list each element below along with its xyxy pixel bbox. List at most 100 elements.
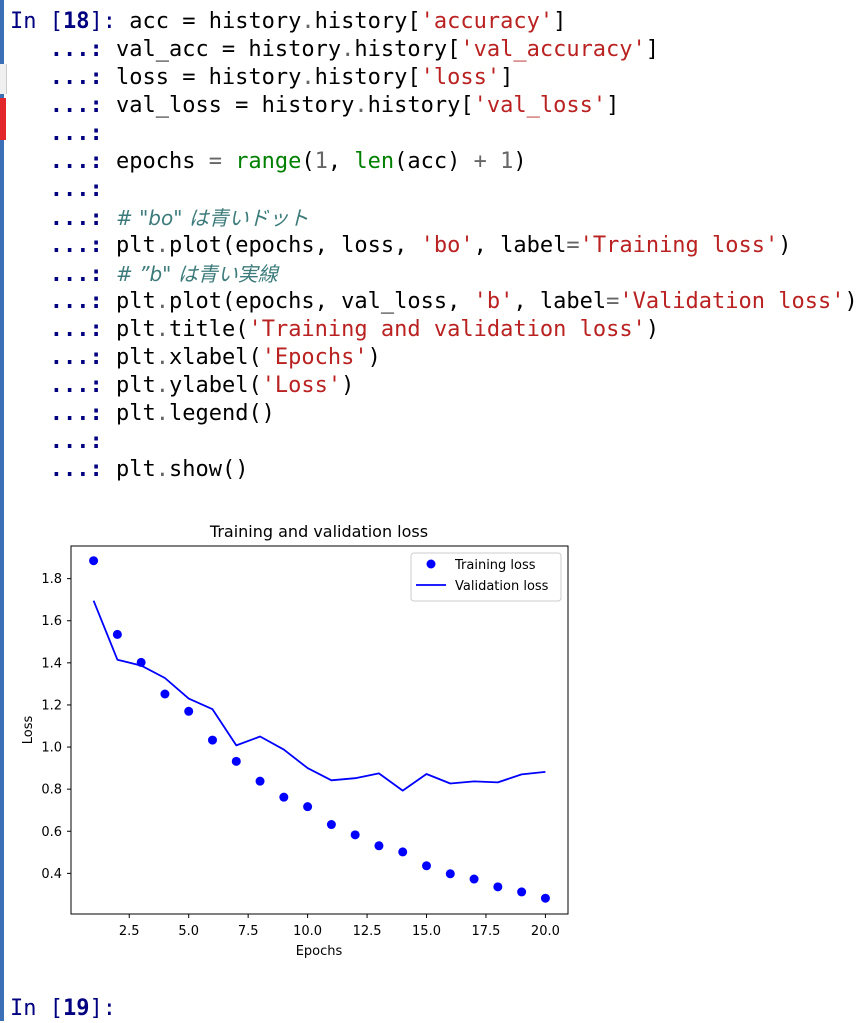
continuation-prompt: ...: xyxy=(10,177,103,202)
scroll-marker xyxy=(0,64,7,94)
y-tick-label: 1.0 xyxy=(41,741,62,756)
code-token: ) xyxy=(341,373,355,398)
code-token: ) xyxy=(844,289,858,314)
x-tick-label: 7.5 xyxy=(238,924,259,939)
code-line: ...: xyxy=(10,120,858,148)
code-line: ...: val_acc = history.history['val_accu… xyxy=(10,36,858,64)
validation-loss-line xyxy=(92,600,546,792)
code-token: , label xyxy=(473,233,567,258)
code-token: ) xyxy=(645,317,660,342)
code-line: ...: plt.show() xyxy=(10,456,858,484)
code-line: ...: plt.plot(epochs, loss, 'bo', label=… xyxy=(10,232,858,260)
code-token: # "bo" は青いドット xyxy=(115,206,309,230)
continuation-prompt: ...: xyxy=(10,345,103,370)
code-token: 1 xyxy=(500,149,514,174)
code-token: history[ xyxy=(314,65,421,90)
continuation-prompt: ...: xyxy=(10,262,103,287)
code-token: 'Training and validation loss' xyxy=(248,317,646,342)
y-axis: 0.4 0.6 0.8 1.0 1.2 1.4 1.6 1.8 xyxy=(41,572,71,882)
x-tick-label: 15.0 xyxy=(412,924,441,939)
training-loss-point xyxy=(517,887,527,897)
training-loss-point xyxy=(303,802,313,812)
training-loss-point xyxy=(136,657,146,667)
code-token: . xyxy=(155,345,169,370)
code-line: ...: loss = history.history['loss'] xyxy=(10,64,858,92)
training-loss-point xyxy=(350,830,360,840)
legend-training-marker xyxy=(426,559,436,569)
code-token: plt xyxy=(115,401,156,426)
code-token: len xyxy=(354,149,395,174)
code-token: ) xyxy=(778,233,792,258)
training-loss-point xyxy=(540,893,550,903)
code-input-cell[interactable]: In [18]: acc = history.history['accuracy… xyxy=(10,8,858,484)
code-token: ] xyxy=(500,65,514,90)
code-token: 'b' xyxy=(473,289,514,314)
code-token: . xyxy=(301,9,315,34)
y-tick-label: 1.2 xyxy=(41,698,62,713)
training-loss-point xyxy=(326,820,336,830)
continuation-prompt: ...: xyxy=(10,401,103,426)
code-token: plt xyxy=(115,345,156,370)
plot-output: Training and validation loss 2.5 5.0 7.5 10… xyxy=(0,515,600,975)
training-loss-point xyxy=(231,756,241,766)
training-loss-point xyxy=(422,861,432,871)
code-token: 'bo' xyxy=(420,233,474,258)
code-token: (acc) xyxy=(394,149,474,174)
code-token: . xyxy=(341,37,355,62)
continuation-prompt: ...: xyxy=(10,149,103,174)
training-loss-point xyxy=(374,841,384,851)
y-axis-label: Loss xyxy=(21,716,36,745)
code-token: plot(epochs, val_loss, xyxy=(168,289,474,314)
next-input-prompt[interactable]: In [19]: xyxy=(10,995,116,1023)
code-token: = xyxy=(208,149,222,174)
continuation-prompt: ...: xyxy=(10,65,103,90)
code-token: 'val_loss' xyxy=(473,93,607,118)
x-tick-label: 10.0 xyxy=(293,924,322,939)
code-line: ...: epochs = range(1, len(acc) + 1) xyxy=(10,148,858,176)
code-line: ...: val_loss = history.history['val_los… xyxy=(10,92,858,120)
code-token: . xyxy=(354,93,368,118)
code-token: history[ xyxy=(354,37,461,62)
code-line: ...: # ”b" は青い実線 xyxy=(10,260,858,288)
training-loss-point xyxy=(112,629,122,639)
x-axis: 2.5 5.0 7.5 10.0 12.5 15.0 17.5 20.0 xyxy=(119,914,560,939)
code-token: plt xyxy=(115,457,156,482)
prompt-close: ]: xyxy=(89,9,116,34)
training-loss-point xyxy=(160,689,170,699)
code-token: plt xyxy=(115,373,156,398)
code-token: ] xyxy=(645,37,660,62)
code-token: . xyxy=(155,317,169,342)
code-token: plt xyxy=(115,317,156,342)
error-marker xyxy=(0,98,6,140)
code-token: 'Validation loss' xyxy=(619,289,845,314)
x-tick-label: 12.5 xyxy=(353,924,382,939)
chart-title: Training and validation loss xyxy=(209,522,428,541)
training-loss-point xyxy=(469,874,479,884)
prompt-number: 18 xyxy=(62,9,90,34)
code-token: . xyxy=(155,289,169,314)
code-token: ) xyxy=(367,345,381,370)
x-tick-label: 20.0 xyxy=(531,924,560,939)
code-token: . xyxy=(155,373,169,398)
code-token: = xyxy=(606,289,620,314)
legend-box xyxy=(410,552,562,602)
code-token: val_acc = history xyxy=(115,37,342,62)
x-tick-label: 5.0 xyxy=(178,924,199,939)
code-line: ...: xyxy=(10,176,858,204)
code-line: ...: plt.plot(epochs, val_loss, 'b', lab… xyxy=(10,288,858,316)
next-prompt-close: ]: xyxy=(89,996,116,1021)
code-line: In [18]: acc = history.history['accuracy… xyxy=(10,8,858,36)
validation-loss-series xyxy=(92,600,546,792)
code-token: ) xyxy=(513,149,527,174)
code-token: # ”b" は青い実線 xyxy=(115,262,278,286)
code-token: 'val_accuracy' xyxy=(460,37,646,62)
code-token: ( xyxy=(301,149,315,174)
code-token: . xyxy=(155,457,169,482)
code-token: = xyxy=(566,233,580,258)
code-line: ...: plt.xlabel('Epochs') xyxy=(10,344,858,372)
y-tick-label: 1.4 xyxy=(41,656,62,671)
y-tick-label: 1.6 xyxy=(41,614,62,629)
code-token: xlabel( xyxy=(168,345,262,370)
legend-training-label: Training loss xyxy=(454,558,536,573)
code-token: ] xyxy=(553,9,567,34)
